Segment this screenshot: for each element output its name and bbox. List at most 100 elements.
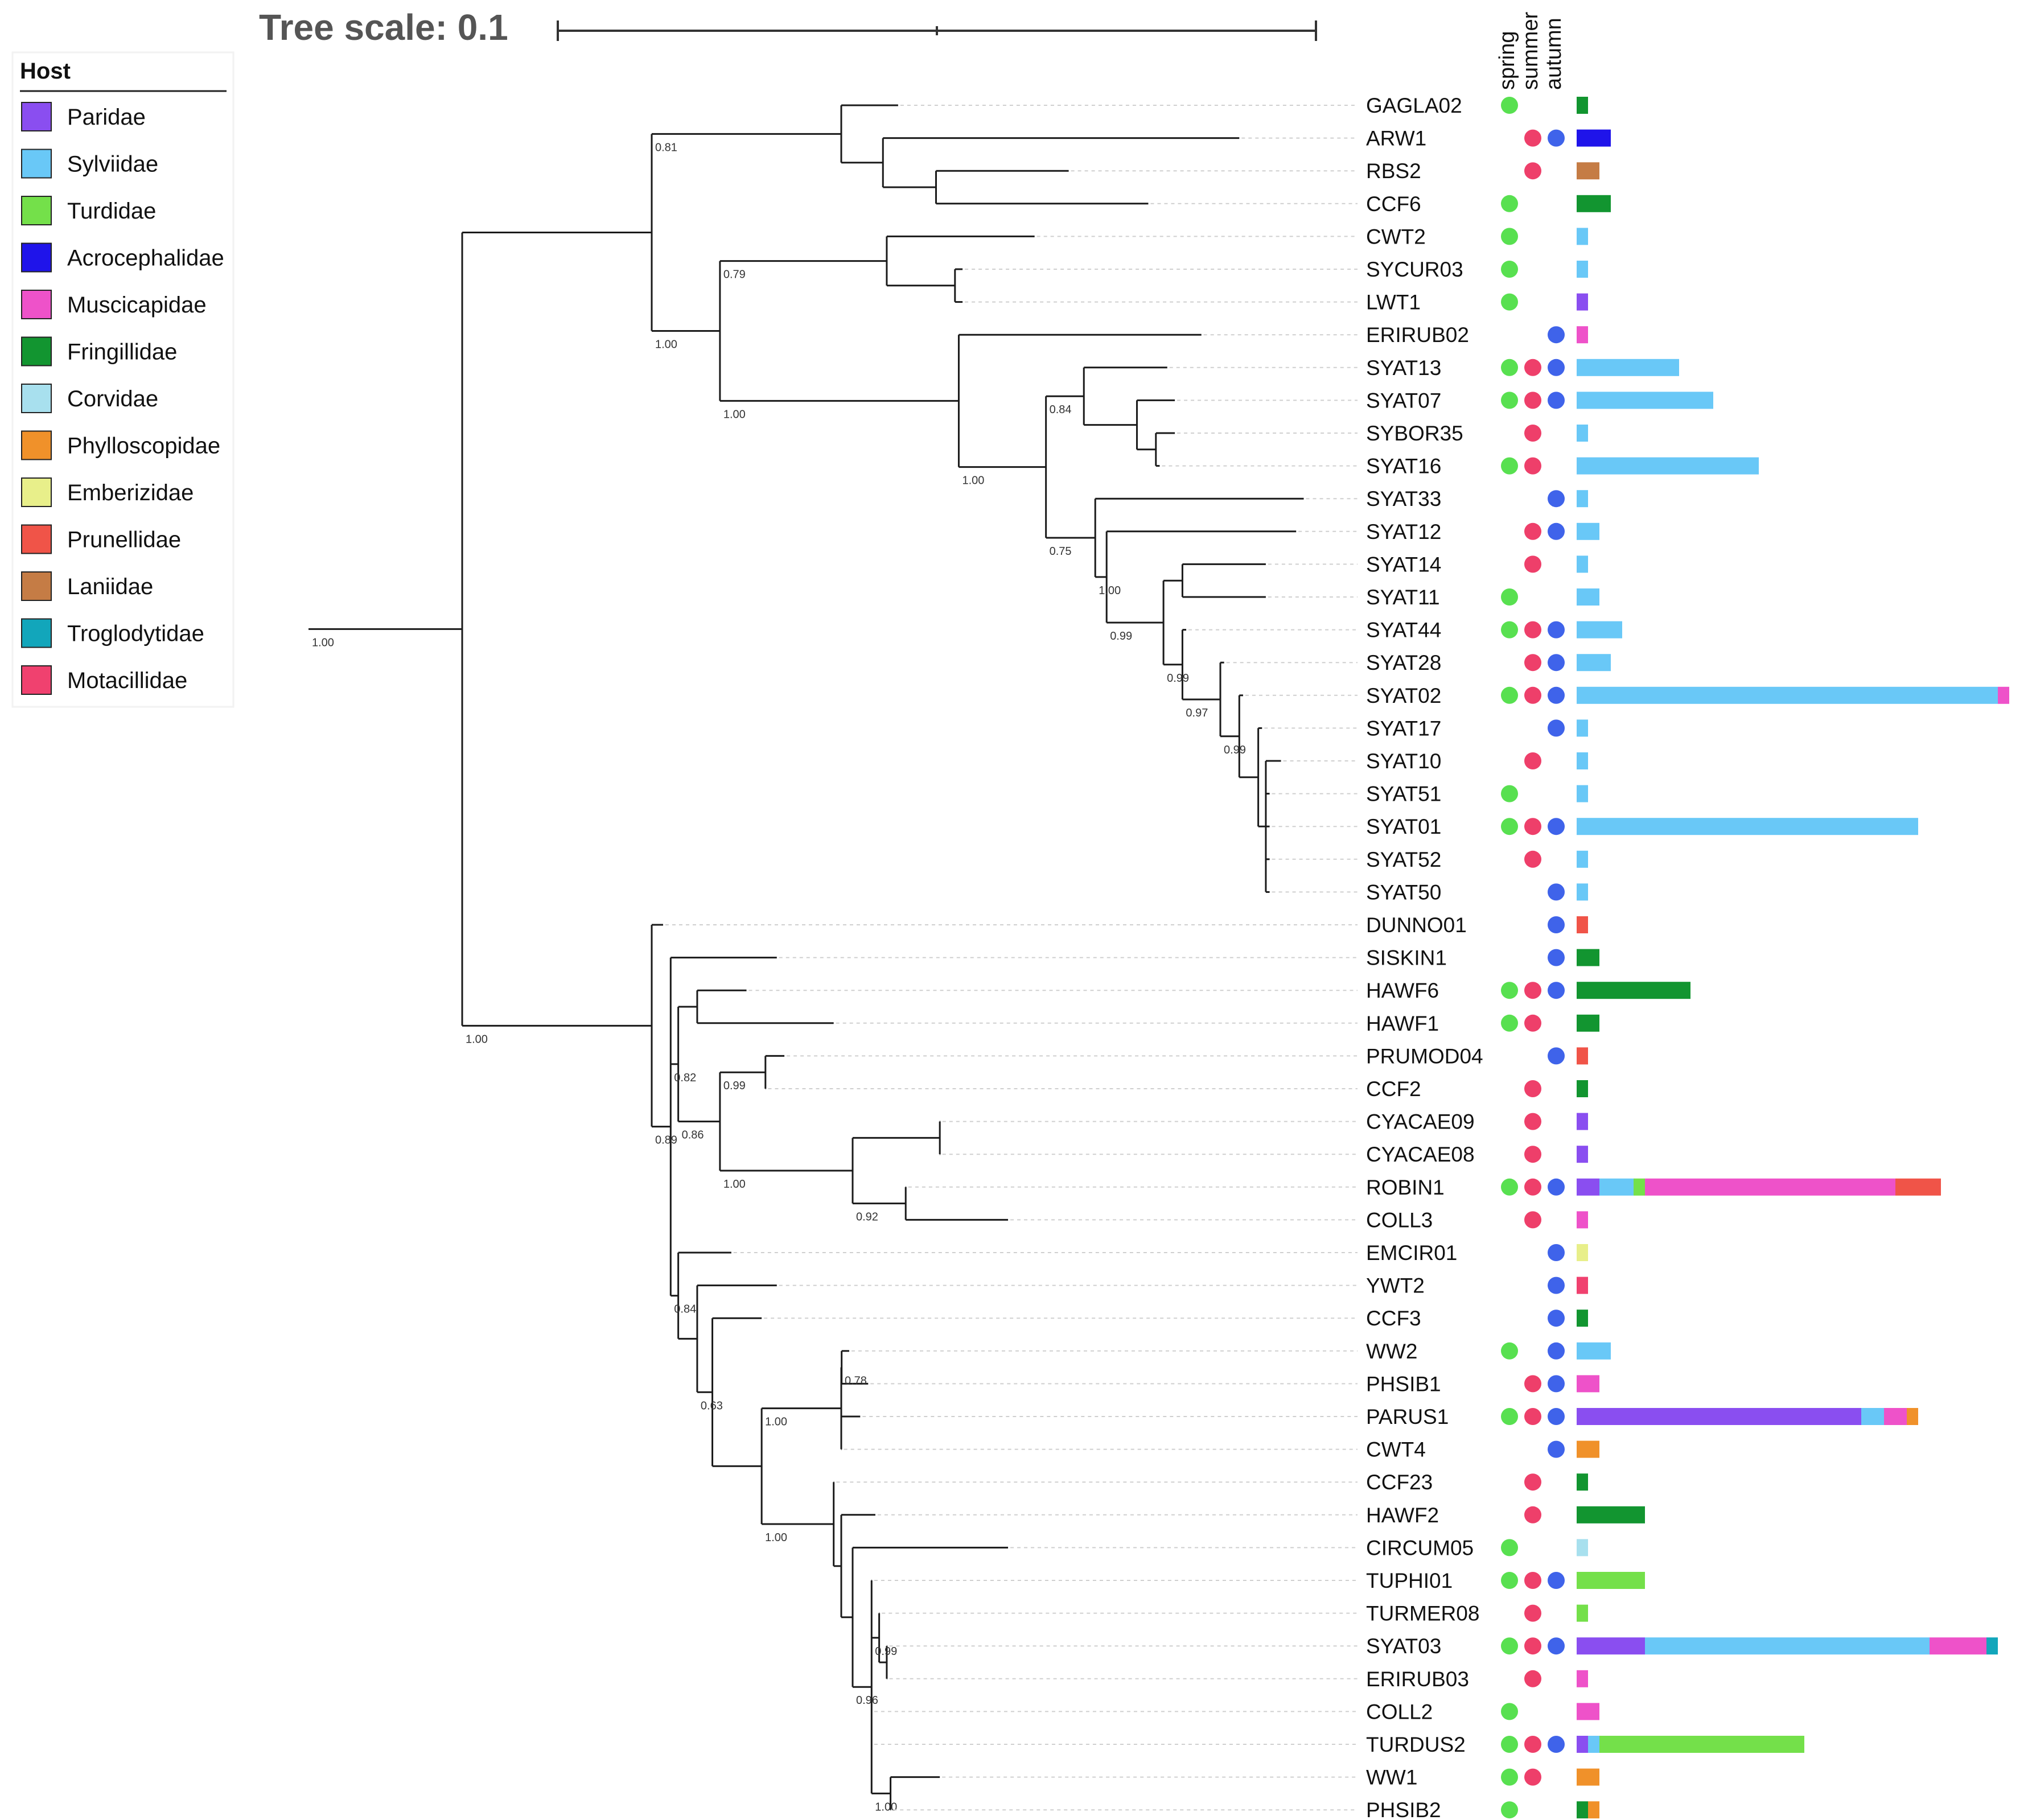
season-dot-autumn xyxy=(1548,1178,1565,1196)
support-value: 1.00 xyxy=(875,1801,897,1813)
leaf-label: SYAT44 xyxy=(1366,619,1441,642)
host-legend: Host Paridae Sylviidae Turdidae Acrocephali… xyxy=(11,51,235,708)
legend-label: Laniidae xyxy=(67,574,153,599)
support-value: 0.99 xyxy=(1110,630,1132,643)
leaf-label: HAWF6 xyxy=(1366,979,1439,1002)
season-dot-summer xyxy=(1524,1375,1541,1393)
host-bar-segment xyxy=(1577,1506,1645,1523)
season-dot-autumn xyxy=(1548,719,1565,737)
support-value: 0.81 xyxy=(655,141,677,154)
season-dot-summer xyxy=(1524,621,1541,639)
host-bar-segment xyxy=(1577,1408,1861,1425)
leaf-label: SYAT50 xyxy=(1366,880,1441,904)
leaf-labels: GAGLA02 ARW1 RBS2 CCF6 CWT2 SYCUR03 LWT1 ERIRUB… xyxy=(1366,94,1483,1820)
leaf-label: WW1 xyxy=(1366,1766,1417,1789)
host-bar-segment xyxy=(1577,261,1588,278)
leaf-label: SYAT16 xyxy=(1366,455,1441,478)
leaf-label: SYBOR35 xyxy=(1366,422,1463,445)
season-dot-autumn xyxy=(1548,129,1565,147)
season-dot-autumn xyxy=(1548,1736,1565,1753)
legend-item: Paridae xyxy=(21,102,146,131)
season-dot-spring xyxy=(1501,686,1518,704)
legend-swatch xyxy=(21,618,52,648)
support-value: 0.97 xyxy=(1186,707,1208,719)
legend-label: Troglodytidae xyxy=(67,621,204,647)
host-bar-segment xyxy=(1577,1736,1588,1753)
leaf-label: RBS2 xyxy=(1366,159,1421,183)
leaf-label: PRUMOD04 xyxy=(1366,1044,1483,1068)
leaf-label: WW2 xyxy=(1366,1340,1417,1363)
host-bar-segment xyxy=(1599,1736,1804,1753)
legend-swatch xyxy=(21,290,52,319)
legend-item: Corvidae xyxy=(21,384,158,413)
season-dot-summer xyxy=(1524,1408,1541,1425)
legend-item: Prunellidae xyxy=(21,524,181,554)
leaf-label: SYAT01 xyxy=(1366,815,1441,838)
season-dot-autumn xyxy=(1548,818,1565,835)
season-dot-summer xyxy=(1524,818,1541,835)
leaf-label: SYAT51 xyxy=(1366,783,1441,806)
season-dot-autumn xyxy=(1548,1047,1565,1065)
legend-item: Laniidae xyxy=(21,571,153,601)
season-dot-spring xyxy=(1501,1342,1518,1360)
season-dot-summer xyxy=(1524,359,1541,376)
season-dot-spring xyxy=(1501,982,1518,999)
tree-support-values: 1.00 0.81 1.00 0.79 1.00 1.00 0.84 0.75 1.00 0.99… xyxy=(312,141,1246,1813)
support-value: 0.63 xyxy=(701,1399,723,1412)
season-dot-summer xyxy=(1524,1473,1541,1491)
host-bar-segment xyxy=(1577,1146,1588,1163)
leaf-label: CWT4 xyxy=(1366,1438,1426,1461)
leaf-label: GAGLA02 xyxy=(1366,94,1462,117)
leaf-label: SYAT07 xyxy=(1366,389,1441,412)
legend-label: Muscicapidae xyxy=(67,293,207,318)
legend-item: Phylloscopidae xyxy=(21,430,220,460)
host-bar-segment xyxy=(1577,1572,1645,1589)
leaf-label: CCF3 xyxy=(1366,1307,1421,1330)
legend-swatch xyxy=(21,524,52,554)
season-dot-summer xyxy=(1524,522,1541,540)
support-value: 0.96 xyxy=(856,1694,878,1707)
leaf-label: SYAT03 xyxy=(1366,1634,1441,1658)
legend-swatch xyxy=(21,242,52,273)
host-bar-segment xyxy=(1577,1375,1599,1393)
legend-label: Prunellidae xyxy=(67,528,181,553)
support-value: 0.84 xyxy=(674,1303,696,1316)
tree-scale-label: Tree scale: 0.1 xyxy=(259,7,508,48)
host-bar-segment xyxy=(1577,1211,1588,1229)
season-dot-summer xyxy=(1524,850,1541,868)
host-bar-segment xyxy=(1577,719,1588,737)
host-bar-segment xyxy=(1577,490,1588,508)
season-dot-autumn xyxy=(1548,1277,1565,1294)
legend-swatch xyxy=(21,102,52,131)
support-value: 1.00 xyxy=(723,1178,746,1191)
season-dot-autumn xyxy=(1548,1408,1565,1425)
host-bar-segment xyxy=(1577,883,1588,901)
leaf-label: SYAT12 xyxy=(1366,520,1441,543)
legend-item: Troglodytidae xyxy=(21,618,204,648)
season-dot-autumn xyxy=(1548,1342,1565,1360)
leaf-label: PHSIB1 xyxy=(1366,1372,1441,1395)
leaf-label: ERIRUB03 xyxy=(1366,1667,1469,1691)
leaf-label: CCF2 xyxy=(1366,1077,1421,1101)
host-bar-segment xyxy=(1577,1047,1588,1065)
leaf-label: ERIRUB02 xyxy=(1366,323,1469,347)
legend-item: Turdidae xyxy=(21,196,156,225)
legend-label: Corvidae xyxy=(67,386,158,411)
season-dot-summer xyxy=(1524,1146,1541,1163)
leaf-label: SYAT52 xyxy=(1366,848,1441,871)
season-dot-summer xyxy=(1524,1768,1541,1786)
host-bar-segment xyxy=(1634,1178,1645,1196)
host-bar-segment xyxy=(1588,1736,1599,1753)
season-dot-summer xyxy=(1524,686,1541,704)
host-bar-segment xyxy=(1577,686,1998,704)
host-bar-segment xyxy=(1577,850,1588,868)
season-dot-summer xyxy=(1524,982,1541,999)
host-bar-segment xyxy=(1577,1440,1599,1458)
legend-item: Muscicapidae xyxy=(21,290,207,319)
support-value: 0.78 xyxy=(845,1375,867,1387)
leaf-label: CIRCUM05 xyxy=(1366,1536,1474,1559)
host-bar-segment xyxy=(1577,293,1588,311)
support-value: 1.00 xyxy=(1099,584,1121,597)
season-dot-autumn xyxy=(1548,392,1565,409)
support-value: 0.86 xyxy=(682,1129,704,1142)
